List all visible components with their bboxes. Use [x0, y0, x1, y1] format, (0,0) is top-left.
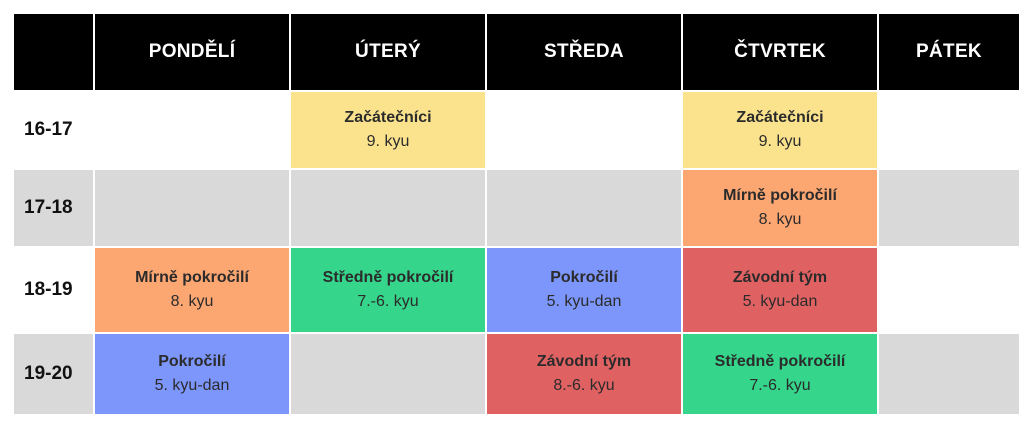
lesson-name: Začátečníci [736, 109, 824, 126]
lesson-level: 9. kyu [758, 133, 802, 150]
schedule-cell-wednesday: Závodní tým 8.-6. kyu [487, 334, 681, 414]
schedule-cell-friday [879, 334, 1019, 414]
lesson-name: Středně pokročilí [322, 269, 454, 286]
schedule-cell-wednesday: Pokročilí 5. kyu-dan [487, 248, 681, 332]
schedule-cell-tuesday [291, 170, 485, 246]
schedule-cell-wednesday [487, 170, 681, 246]
time-slot-label: 18-19 [14, 248, 93, 332]
schedule-cell-thursday: Středně pokročilí 7.-6. kyu [683, 334, 877, 414]
schedule-cell-tuesday [291, 334, 485, 414]
lesson-level: 7.-6. kyu [749, 377, 811, 394]
header-day-thursday: ČTVRTEK [683, 14, 877, 90]
lesson-level: 5. kyu-dan [742, 293, 818, 310]
lesson-name: Závodní tým [536, 353, 632, 370]
schedule-cell-wednesday [487, 92, 681, 168]
lesson-level: 8. kyu [170, 293, 214, 310]
lesson-name: Středně pokročilí [714, 353, 846, 370]
schedule-cell-tuesday: Středně pokročilí 7.-6. kyu [291, 248, 485, 332]
header-day-monday: PONDĚLÍ [95, 14, 289, 90]
header-day-tuesday: ÚTERÝ [291, 14, 485, 90]
schedule-cell-monday [95, 170, 289, 246]
schedule-cell-friday [879, 92, 1019, 168]
lesson-name: Pokročilí [550, 269, 618, 286]
schedule-cell-monday: Pokročilí 5. kyu-dan [95, 334, 289, 414]
lesson-level: 5. kyu-dan [546, 293, 622, 310]
lesson-level: 8.-6. kyu [553, 377, 615, 394]
lesson-name: Mírně pokročilí [135, 269, 249, 286]
schedule-cell-monday [95, 92, 289, 168]
training-schedule-table: PONDĚLÍ ÚTERÝ STŘEDA ČTVRTEK PÁTEK 16-17… [14, 14, 1019, 414]
schedule-cell-monday: Mírně pokročilí 8. kyu [95, 248, 289, 332]
lesson-level: 8. kyu [758, 211, 802, 228]
time-slot-label: 19-20 [14, 334, 93, 414]
schedule-cell-tuesday: Začátečníci 9. kyu [291, 92, 485, 168]
lesson-level: 7.-6. kyu [357, 293, 419, 310]
lesson-name: Pokročilí [158, 353, 226, 370]
lesson-level: 9. kyu [366, 133, 410, 150]
schedule-cell-friday [879, 170, 1019, 246]
lesson-level: 5. kyu-dan [154, 377, 230, 394]
lesson-name: Závodní tým [732, 269, 828, 286]
schedule-cell-thursday: Závodní tým 5. kyu-dan [683, 248, 877, 332]
header-corner [14, 14, 93, 90]
time-slot-label: 17-18 [14, 170, 93, 246]
schedule-cell-thursday: Mírně pokročilí 8. kyu [683, 170, 877, 246]
schedule-cell-thursday: Začátečníci 9. kyu [683, 92, 877, 168]
time-slot-label: 16-17 [14, 92, 93, 168]
header-day-wednesday: STŘEDA [487, 14, 681, 90]
header-day-friday: PÁTEK [879, 14, 1019, 90]
lesson-name: Začátečníci [344, 109, 432, 126]
schedule-cell-friday [879, 248, 1019, 332]
lesson-name: Mírně pokročilí [723, 187, 837, 204]
